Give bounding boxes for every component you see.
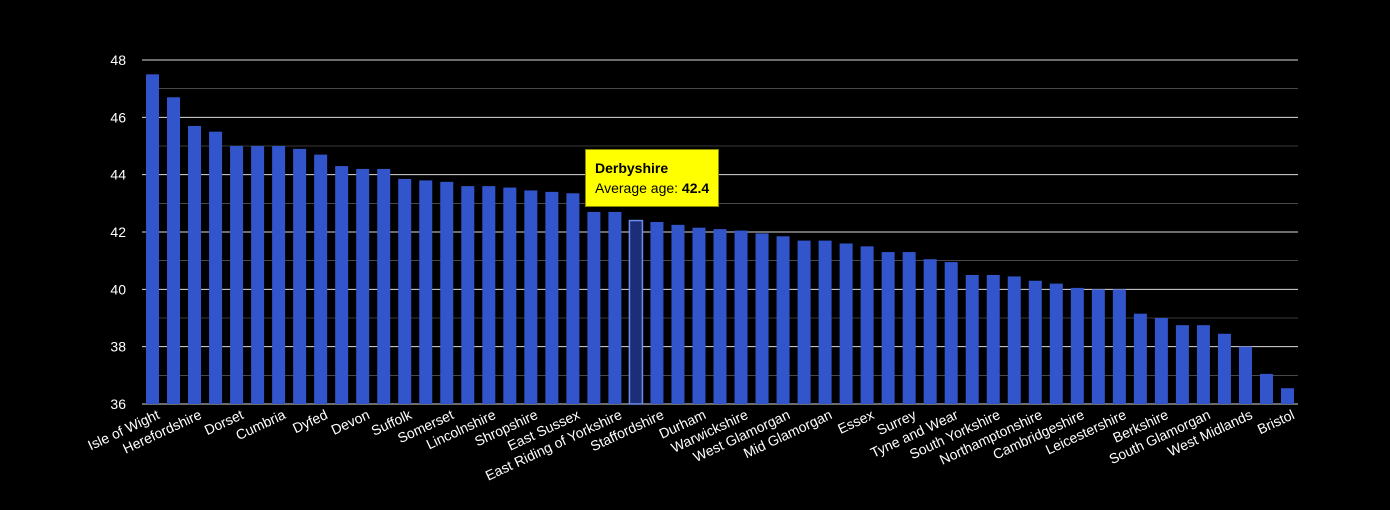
bar[interactable] [671,224,685,404]
bar[interactable] [314,154,328,404]
bar[interactable] [839,243,853,404]
bar[interactable] [335,166,349,404]
bar[interactable] [902,252,916,404]
bar[interactable] [188,125,202,404]
bar[interactable] [251,146,265,404]
bar[interactable] [1091,289,1105,404]
bar-highlighted[interactable] [628,219,644,405]
bar[interactable] [272,146,286,404]
bar[interactable] [776,236,790,404]
bar[interactable] [881,252,895,404]
bar[interactable] [1238,346,1252,404]
bar[interactable] [755,233,769,404]
bar[interactable] [965,275,979,404]
bar[interactable] [503,187,517,404]
bar[interactable] [440,181,454,404]
y-tick-label: 42 [110,224,126,240]
bar[interactable] [209,131,223,404]
bar[interactable] [986,275,1000,404]
bar[interactable] [1028,280,1042,404]
bar[interactable] [230,146,244,404]
x-tick-label: Essex [835,406,876,437]
bar[interactable] [377,168,391,404]
bar[interactable] [566,193,580,404]
bar[interactable] [734,230,748,404]
x-tick-label: Bristol [1255,406,1297,437]
bar[interactable] [1217,333,1231,404]
bar[interactable] [1112,289,1126,404]
bar[interactable] [482,186,496,404]
bar[interactable] [608,211,622,404]
bar[interactable] [944,262,958,404]
bar[interactable] [461,186,475,404]
tooltip-line: Average age: 42.4 [595,178,709,198]
bar[interactable] [860,246,874,404]
tooltip-title: Derbyshire [595,160,669,176]
bar[interactable] [398,178,412,404]
y-axis: 36 38 40 42 44 46 48 [110,52,126,412]
bar[interactable] [167,97,181,405]
bar[interactable] [1133,313,1147,404]
tooltip-label: Average age: [595,180,679,196]
y-tick-label: 48 [110,52,126,68]
bar[interactable] [797,240,811,404]
y-tick-label: 36 [110,396,126,412]
y-tick-label: 38 [110,339,126,355]
bar[interactable] [650,221,664,404]
bar[interactable] [1196,325,1210,404]
bar[interactable] [524,190,538,404]
x-tick-label: Dyfed [290,406,330,436]
tooltip: Derbyshire Average age: 42.4 [585,149,720,207]
x-tick-label: Devon [329,406,372,438]
bar[interactable] [545,191,559,404]
bar[interactable] [146,74,160,404]
bar[interactable] [818,240,832,404]
bar[interactable] [713,229,727,404]
bar[interactable] [356,168,370,404]
bar[interactable] [587,211,601,404]
bar[interactable] [923,259,937,404]
bar[interactable] [419,180,433,404]
y-tick-label: 40 [110,281,126,297]
bar[interactable] [1070,287,1084,404]
bar[interactable] [293,148,307,404]
tooltip-value: 42.4 [681,180,710,196]
bar[interactable] [1175,325,1189,404]
bar[interactable] [1154,318,1168,404]
bar[interactable] [1049,283,1063,404]
bars [146,74,1294,405]
bar[interactable] [1280,388,1294,404]
y-tick-label: 46 [110,109,126,125]
bar[interactable] [1007,276,1021,404]
bar[interactable] [1259,373,1273,404]
y-tick-label: 44 [110,167,126,183]
bar[interactable] [692,227,706,404]
